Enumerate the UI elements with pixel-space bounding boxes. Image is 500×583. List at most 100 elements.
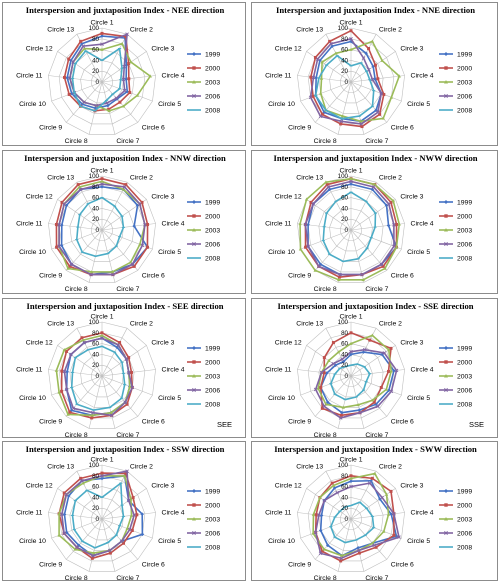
data-point bbox=[376, 77, 380, 81]
circle-label: Circle 7 bbox=[365, 432, 388, 438]
data-point bbox=[100, 182, 104, 186]
circle-label: Circle 11 bbox=[265, 366, 292, 373]
grid-ring bbox=[69, 197, 135, 262]
legend-label: 2003 bbox=[205, 79, 220, 86]
data-point bbox=[361, 278, 365, 282]
data-point bbox=[130, 262, 135, 267]
legend-label: 2000 bbox=[457, 213, 472, 220]
series-line-2006 bbox=[314, 348, 398, 419]
legend-label: 1999 bbox=[205, 488, 220, 495]
series-line-2006 bbox=[58, 183, 146, 276]
series-line-2006 bbox=[314, 482, 400, 560]
data-point bbox=[91, 551, 96, 555]
data-point bbox=[338, 416, 343, 420]
data-point bbox=[143, 222, 147, 227]
circle-label: Circle 11 bbox=[16, 366, 43, 373]
chart-title: Interspersion and juxtaposition Index - … bbox=[24, 153, 226, 163]
data-point bbox=[349, 36, 353, 41]
circle-label: Circle 8 bbox=[65, 138, 88, 145]
circle-label: Circle 1 bbox=[90, 20, 113, 27]
legend-marker bbox=[444, 374, 448, 378]
data-point bbox=[313, 268, 317, 272]
data-point bbox=[121, 541, 125, 545]
tick-label: 20 bbox=[341, 362, 348, 369]
grid-ring bbox=[58, 38, 146, 125]
circle-label: Circle 2 bbox=[130, 174, 153, 181]
tick-label: 60 bbox=[341, 341, 348, 348]
data-point bbox=[66, 412, 70, 416]
grid-ring bbox=[80, 208, 124, 252]
spoke bbox=[101, 345, 147, 377]
spoke bbox=[88, 375, 103, 429]
data-point bbox=[322, 356, 326, 360]
circle-label: Circle 8 bbox=[314, 286, 337, 293]
data-point bbox=[329, 41, 333, 46]
data-point bbox=[397, 74, 401, 78]
legend-label: 2000 bbox=[457, 359, 472, 366]
data-point bbox=[315, 57, 320, 61]
circle-label: Circle 5 bbox=[158, 538, 181, 545]
legend-label: 2008 bbox=[457, 107, 472, 114]
circle-label: Circle 7 bbox=[116, 138, 139, 145]
data-point bbox=[314, 75, 318, 80]
data-point bbox=[80, 478, 84, 483]
data-point bbox=[380, 58, 384, 62]
legend-marker bbox=[192, 503, 196, 507]
data-point bbox=[324, 180, 328, 184]
data-point bbox=[322, 404, 326, 409]
data-point bbox=[106, 103, 110, 108]
tick-label: 60 bbox=[341, 484, 348, 491]
data-point bbox=[90, 413, 95, 417]
radar-chart-svg: Interspersion and juxtaposition Index - … bbox=[265, 153, 478, 293]
circle-label: Circle 4 bbox=[411, 366, 434, 373]
data-point bbox=[379, 385, 383, 389]
grid-ring bbox=[48, 175, 156, 283]
data-point bbox=[57, 511, 61, 516]
data-point bbox=[322, 547, 326, 551]
legend-marker bbox=[444, 52, 448, 56]
legend-marker bbox=[192, 200, 196, 204]
series-line-2000 bbox=[309, 29, 385, 128]
spoke bbox=[300, 375, 352, 396]
data-point bbox=[314, 513, 318, 517]
spoke bbox=[300, 518, 352, 539]
data-point bbox=[132, 264, 136, 268]
data-point bbox=[358, 119, 363, 123]
tick-label: 40 bbox=[341, 351, 348, 358]
tick-label: 100 bbox=[338, 173, 349, 180]
circle-label: Circle 6 bbox=[391, 418, 414, 425]
series-line-2008 bbox=[71, 47, 123, 112]
tick-label: 20 bbox=[341, 216, 348, 223]
data-point bbox=[100, 31, 104, 35]
data-point bbox=[60, 200, 64, 204]
data-point bbox=[331, 361, 336, 366]
legend-label: 2008 bbox=[205, 255, 220, 262]
radar-chart-svg: Interspersion and juxtaposition Index - … bbox=[16, 153, 226, 293]
data-point bbox=[322, 371, 326, 375]
series-line-2008 bbox=[330, 501, 375, 544]
tick-label: 80 bbox=[341, 184, 348, 191]
data-point bbox=[91, 410, 95, 415]
legend-label: 2006 bbox=[205, 241, 220, 248]
spoke bbox=[57, 51, 103, 83]
spoke bbox=[337, 518, 352, 572]
data-point bbox=[309, 200, 313, 204]
circle-label: Circle 8 bbox=[65, 575, 88, 581]
legend-marker bbox=[192, 360, 196, 364]
grid-ring bbox=[80, 354, 124, 398]
circle-label: Circle 1 bbox=[339, 168, 362, 175]
data-point bbox=[392, 511, 396, 516]
data-point bbox=[360, 125, 364, 129]
data-point bbox=[389, 389, 394, 394]
circle-label: Circle 7 bbox=[365, 286, 388, 293]
spoke bbox=[48, 75, 103, 83]
data-point bbox=[114, 96, 119, 100]
data-point bbox=[395, 222, 399, 226]
chart-title: Interspersion and juxtaposition Index - … bbox=[26, 301, 223, 311]
data-point bbox=[111, 272, 115, 277]
tick-label: 0 bbox=[96, 227, 100, 234]
data-point bbox=[357, 551, 361, 555]
spoke bbox=[101, 229, 153, 250]
legend-marker bbox=[192, 346, 196, 350]
circle-label: Circle 10 bbox=[19, 249, 46, 256]
